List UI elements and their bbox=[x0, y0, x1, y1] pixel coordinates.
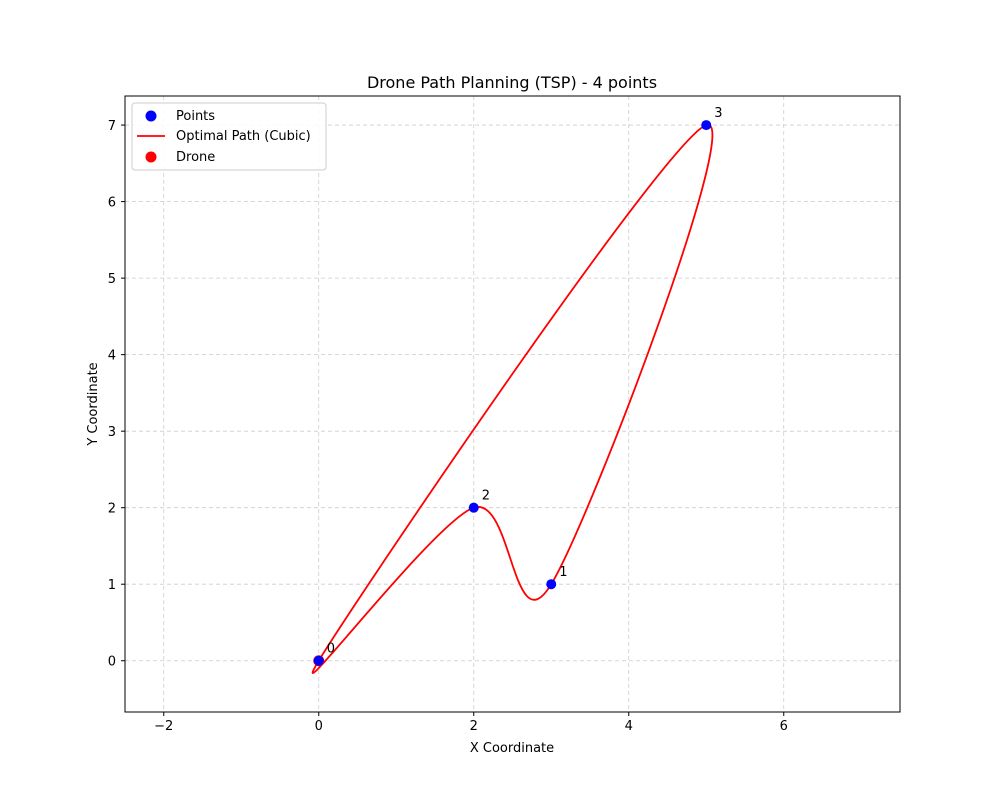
legend-points-marker bbox=[145, 110, 157, 122]
y-tick-label: 6 bbox=[108, 196, 116, 211]
legend-points-label: Points bbox=[176, 109, 215, 124]
chart-title: Drone Path Planning (TSP) - 4 points bbox=[367, 73, 657, 92]
plot-frame bbox=[124, 95, 901, 713]
y-tick-label: 3 bbox=[108, 425, 116, 440]
point-label: 1 bbox=[559, 565, 567, 580]
point-label: 3 bbox=[714, 106, 722, 121]
legend-drone-label: Drone bbox=[176, 150, 215, 165]
x-tick-label: 6 bbox=[780, 719, 788, 734]
ticks: −2 0 2 4 6 0 1 2 3 4 5 6 7 bbox=[108, 119, 788, 734]
legend-frame bbox=[131, 102, 327, 171]
y-tick-label: 0 bbox=[108, 655, 116, 670]
y-tick-label: 7 bbox=[108, 119, 116, 134]
legend: Points Optimal Path (Cubic) Drone bbox=[131, 102, 327, 171]
x-tick-label: 0 bbox=[315, 719, 323, 734]
point-label: 0 bbox=[327, 642, 335, 657]
y-axis-label: Y Coordinate bbox=[86, 362, 101, 446]
x-tick-label: 2 bbox=[470, 719, 478, 734]
x-axis-label: X Coordinate bbox=[470, 741, 554, 756]
points-layer: 0 1 2 3 bbox=[313, 106, 723, 667]
point-marker bbox=[546, 579, 557, 590]
y-tick-label: 5 bbox=[108, 272, 116, 287]
x-tick-label: −2 bbox=[154, 719, 173, 734]
y-tick-label: 2 bbox=[108, 502, 116, 517]
point-label: 2 bbox=[482, 489, 490, 504]
legend-path-label: Optimal Path (Cubic) bbox=[176, 129, 311, 144]
point-marker bbox=[468, 502, 479, 513]
point-marker bbox=[701, 120, 712, 131]
path-layer bbox=[311, 124, 714, 674]
legend-drone-marker bbox=[145, 151, 157, 163]
y-tick-label: 1 bbox=[108, 578, 116, 593]
point-marker bbox=[313, 655, 324, 666]
y-tick-label: 4 bbox=[108, 349, 116, 364]
x-tick-label: 4 bbox=[625, 719, 633, 734]
optimal-path-line bbox=[311, 124, 714, 674]
